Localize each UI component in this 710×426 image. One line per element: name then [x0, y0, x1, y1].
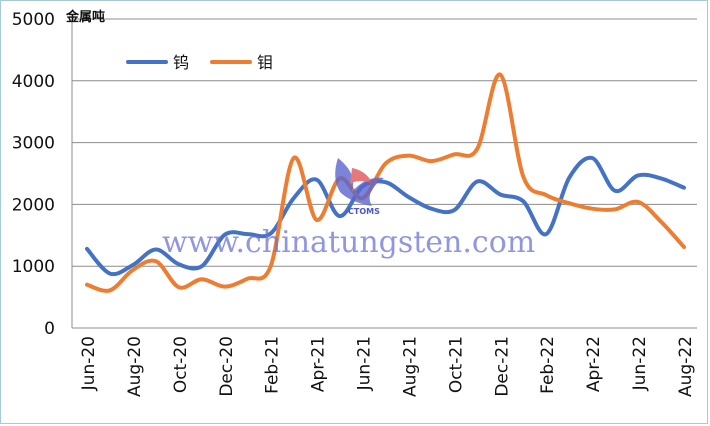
watermark-logo-icon	[335, 158, 384, 206]
x-tick-label: Jun-21	[355, 336, 375, 391]
x-axis-ticks: Jun-20 Aug-20 Oct-20 Dec-20 Feb-21 Apr-21 Jun-…	[79, 336, 696, 397]
y-tick-label: 0	[44, 319, 55, 339]
x-tick-label: Aug-21	[400, 336, 420, 397]
watermark-logo-text: CTOMS	[348, 207, 380, 216]
watermark: CTOMS www.chinatungsten.com	[162, 158, 535, 260]
x-tick-label: Aug-22	[676, 336, 696, 397]
series-line-1	[85, 155, 686, 277]
x-tick-label: Aug-20	[125, 336, 145, 397]
x-tick-label: Apr-22	[584, 336, 604, 392]
y-tick-label: 5000	[12, 10, 55, 30]
y-tick-label: 2000	[12, 195, 55, 215]
x-tick-label: Jun-22	[630, 336, 650, 391]
y-tick-label: 4000	[12, 72, 55, 92]
x-tick-label: Oct-20	[171, 336, 191, 393]
x-tick-label: Feb-21	[263, 336, 283, 394]
x-tick-label: Jun-20	[79, 336, 99, 391]
y-axis-ticks: 0 1000 2000 3000 4000 5000	[12, 10, 55, 339]
x-tick-label: Dec-20	[217, 336, 237, 397]
legend: 钨钼	[126, 53, 273, 72]
y-axis-unit-label: 金属吨	[65, 9, 105, 25]
y-tick-label: 1000	[12, 257, 55, 277]
x-tick-label: Dec-21	[492, 336, 512, 397]
x-tick-label: Oct-21	[446, 336, 466, 393]
y-tick-label: 3000	[12, 134, 55, 154]
series-line-2	[85, 72, 686, 293]
x-tick-label: Feb-22	[538, 336, 558, 394]
legend-label: 钼	[257, 53, 273, 72]
x-tick-label: Apr-21	[309, 336, 329, 392]
gridlines	[71, 18, 697, 329]
watermark-text: www.chinatungsten.com	[162, 225, 535, 260]
series-lines	[85, 72, 686, 293]
legend-label: 钨	[173, 53, 189, 72]
